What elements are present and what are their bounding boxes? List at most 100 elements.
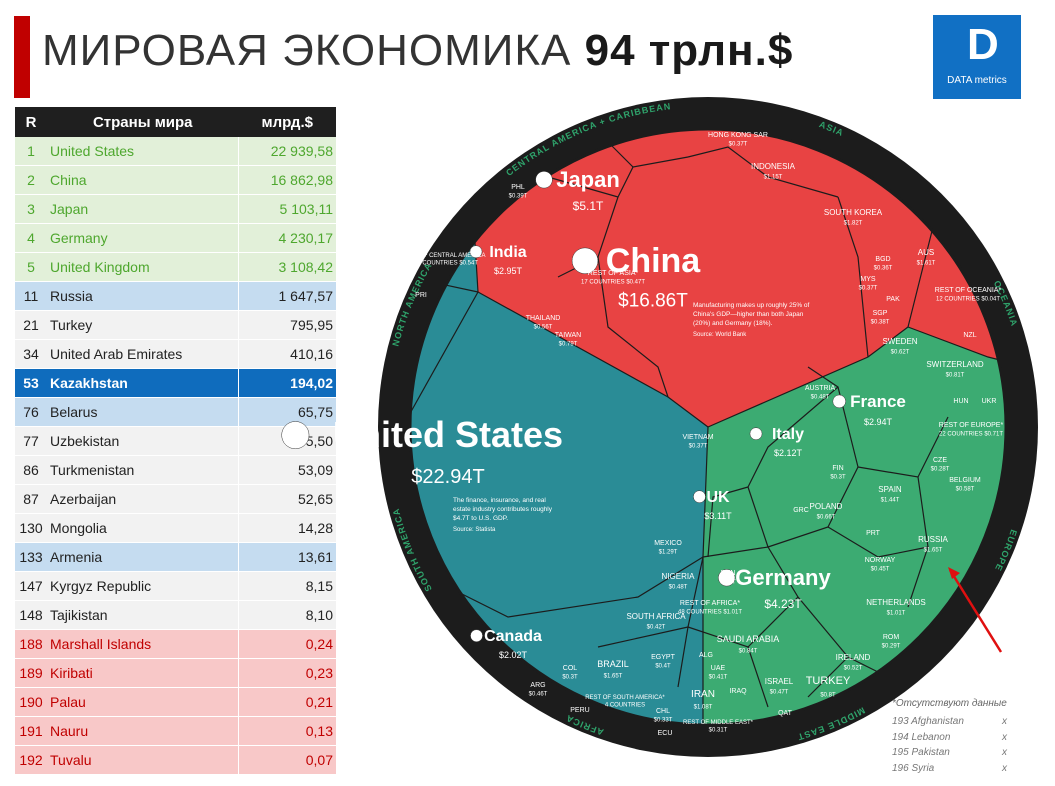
country-label: ROM — [883, 634, 900, 641]
country-label: PRI — [415, 292, 427, 299]
country-value: $0.47T — [770, 690, 789, 696]
country-label: NIGERIA — [662, 572, 696, 581]
table-row: 190 Palau 0,21 — [15, 687, 336, 717]
cell-border — [907, 326, 1006, 368]
table-row: 1 United States 22 939,58 — [15, 137, 336, 166]
country-label: Japan — [556, 167, 620, 192]
flag-icon — [470, 629, 483, 643]
cell-border — [747, 386, 839, 548]
value-cell: 3 108,42 — [238, 252, 336, 282]
missing-country: 194 Lebanon — [892, 731, 951, 743]
rank-cell: 76 — [15, 397, 47, 427]
country-value: $1.61T — [917, 261, 936, 267]
table-row: 3 Japan 5 103,11 — [15, 194, 336, 224]
country-cell: United Arab Emirates — [47, 339, 239, 369]
country-value: $2.95T — [494, 266, 523, 276]
country-value: $1.29T — [659, 550, 678, 556]
country-value: $1.44T — [881, 498, 900, 504]
country-value: $0.84T — [739, 649, 758, 655]
table-row: 53 Kazakhstan 194,02 — [15, 368, 336, 398]
country-cell: Tuvalu — [47, 745, 239, 775]
table-row: 11 Russia 1 647,57 — [15, 281, 336, 311]
country-label: FIN — [832, 465, 843, 472]
country-value: $0.33T — [654, 718, 673, 724]
flag-icon — [832, 394, 846, 409]
country-value: $0.4T — [720, 580, 736, 586]
rank-cell: 147 — [15, 571, 47, 601]
table-row: 191 Nauru 0,13 — [15, 716, 336, 746]
country-cell: Belarus — [47, 397, 239, 427]
country-note: Manufacturing makes up roughly 25% of — [693, 302, 810, 309]
country-value: $0.8T — [820, 692, 836, 698]
country-cell: Uzbekistan — [47, 426, 239, 456]
cell-border — [597, 626, 689, 648]
flag-icon — [281, 421, 310, 450]
rank-cell: 2 — [15, 165, 47, 195]
country-label: INDONESIA — [751, 162, 796, 171]
country-label: NZL — [963, 332, 976, 339]
country-label: UAE — [711, 665, 726, 672]
value-cell: 53,09 — [238, 455, 336, 485]
country-label: POLAND — [810, 502, 843, 511]
country-value: $5.1T — [573, 199, 604, 213]
rank-cell: 53 — [15, 368, 47, 398]
missing-mark: x — [1002, 731, 1007, 743]
missing-country: 193 Afghanistan — [892, 716, 964, 727]
country-value: $0.3T — [562, 675, 578, 681]
value-cell: 0,21 — [238, 687, 336, 717]
country-label: PHL — [511, 184, 525, 191]
country-cell: Turkey — [47, 310, 239, 340]
table-row: 133 Armenia 13,61 — [15, 542, 336, 572]
table-body: 1 United States 22 939,58 2 China 16 862,98 3 J… — [15, 137, 336, 775]
country-value: 12 COUNTRIES $0.04T — [936, 297, 1000, 303]
table-header-row: R Страны мира млрд.$ — [15, 107, 336, 137]
country-value: 23 COUNTRIES $0.54T — [414, 261, 478, 267]
country-label: HUN — [953, 398, 968, 405]
value-cell: 5 103,11 — [238, 194, 336, 224]
value-cell: 0,13 — [238, 716, 336, 746]
rank-cell: 133 — [15, 542, 47, 572]
country-value: $1.82T — [844, 221, 863, 227]
country-label: REST OF MIDDLE EAST* — [683, 720, 754, 726]
cell-border — [837, 196, 869, 358]
country-cell: Marshall Islands — [47, 629, 239, 659]
logo-mark: D — [967, 20, 999, 69]
country-label: TURKEY — [806, 675, 851, 687]
country-label: MYS — [860, 276, 876, 283]
missing-country: 195 Pakistan — [892, 747, 950, 758]
country-value: $0.46T — [529, 692, 548, 698]
country-label: DEN — [721, 570, 736, 577]
rank-cell: 5 — [15, 252, 47, 282]
country-label: BGD — [875, 256, 890, 263]
country-cell: Kiribati — [47, 658, 239, 688]
missing-data-note: *Отсутствуют данные — [892, 698, 1007, 709]
cell-border — [707, 486, 749, 558]
country-value: $4.23T — [764, 597, 802, 611]
country-label: SAUDI ARABIA — [717, 634, 780, 644]
country-cell: Kyrgyz Republic — [47, 571, 239, 601]
rank-cell: 190 — [15, 687, 47, 717]
cell-border — [597, 256, 669, 398]
country-value: $1.65T — [604, 674, 623, 680]
country-label: SOUTH AFRICA — [626, 612, 686, 621]
country-label: SWEDEN — [882, 337, 917, 346]
flag-icon — [693, 490, 706, 504]
value-cell: 14,28 — [238, 513, 336, 543]
flag-icon — [749, 427, 763, 441]
value-cell: 0,23 — [238, 658, 336, 688]
country-label: RUSSIA — [918, 535, 948, 544]
country-label: NETHERLANDS — [866, 598, 926, 607]
country-label: AUS — [918, 248, 934, 257]
table-row: 87 Azerbaijan 52,65 — [15, 484, 336, 514]
header-rank: R — [15, 107, 47, 137]
country-value: $16.86T — [618, 290, 688, 311]
flag-icon — [571, 247, 599, 274]
country-value: $0.81T — [946, 373, 965, 379]
rank-cell: 3 — [15, 194, 47, 224]
country-label: CHL — [656, 708, 670, 715]
country-note: China's GDP—higher than both Japan — [693, 311, 804, 318]
rank-cell: 21 — [15, 310, 47, 340]
country-cell: Armenia — [47, 542, 239, 572]
header-value: млрд.$ — [238, 107, 336, 137]
country-label: China — [606, 242, 702, 280]
